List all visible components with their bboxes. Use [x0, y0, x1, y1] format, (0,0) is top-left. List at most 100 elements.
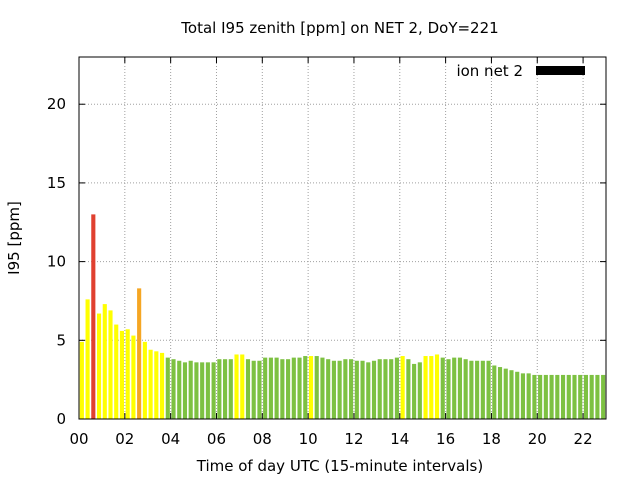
- bar: [200, 362, 205, 419]
- y-tick-label: 15: [47, 174, 66, 192]
- bar: [142, 341, 147, 419]
- x-tick-labels: 00 02 04 06 08 10 12 14 16 18 20 22: [69, 430, 592, 448]
- bar: [492, 365, 497, 419]
- bar: [245, 359, 251, 419]
- x-tick-label: 00: [69, 430, 88, 448]
- x-tick-label: 12: [344, 430, 363, 448]
- bar: [217, 359, 222, 419]
- bar: [583, 374, 589, 419]
- bar: [320, 357, 325, 419]
- bar: [446, 359, 451, 419]
- bar: [263, 357, 268, 419]
- x-tick-label: 14: [390, 430, 409, 448]
- bar: [114, 324, 119, 419]
- bar: [601, 374, 606, 419]
- bar: [532, 374, 537, 419]
- bar: [211, 362, 216, 419]
- bar: [526, 373, 531, 419]
- bar: [354, 360, 359, 419]
- bar: [497, 367, 503, 419]
- bar: [223, 359, 228, 419]
- bar: [234, 354, 239, 419]
- x-tick-label: 20: [528, 430, 547, 448]
- bar: [171, 359, 176, 419]
- x-tick-label: 16: [436, 430, 455, 448]
- bar: [429, 356, 434, 419]
- bar: [251, 360, 256, 419]
- legend-label: ion net 2: [456, 62, 523, 80]
- bar: [119, 330, 125, 419]
- bar: [589, 374, 594, 419]
- bar: [154, 351, 159, 419]
- bar: [560, 374, 566, 419]
- y-tick-label: 0: [56, 410, 66, 428]
- x-tick-label: 10: [299, 430, 318, 448]
- x-tick-label: 04: [161, 430, 180, 448]
- bar: [85, 299, 90, 419]
- bar: [457, 357, 462, 419]
- bar: [595, 374, 600, 419]
- x-tick-label: 02: [115, 430, 134, 448]
- bar: [337, 360, 342, 419]
- legend: ion net 2: [456, 62, 585, 80]
- y-axis-label: I95 [ppm]: [5, 201, 23, 275]
- bar: [417, 362, 422, 419]
- bar: [303, 356, 308, 419]
- bar: [102, 304, 107, 419]
- bar: [349, 359, 354, 419]
- bar: [314, 356, 319, 419]
- plot-frame: [78, 56, 607, 420]
- bar: [475, 360, 480, 419]
- bar: [400, 356, 405, 419]
- bar: [434, 354, 440, 419]
- bar: [79, 341, 84, 419]
- bar: [578, 374, 583, 419]
- bar: [371, 360, 377, 419]
- bar: [538, 374, 543, 419]
- bar: [125, 329, 130, 419]
- bar: [297, 357, 302, 419]
- bar: [515, 371, 520, 419]
- x-tick-label: 18: [482, 430, 501, 448]
- chart-title: Total I95 zenith [ppm] on NET 2, DoY=221: [180, 19, 498, 37]
- bar: [194, 362, 199, 419]
- bar: [159, 352, 165, 419]
- bar: [308, 356, 314, 419]
- y-tick-labels: 0 5 10 15 20: [47, 95, 66, 428]
- bar: [96, 313, 102, 419]
- bar: [257, 360, 262, 419]
- bar: [205, 362, 210, 419]
- bar: [188, 360, 193, 419]
- bar-series: [79, 214, 606, 419]
- y-tick-label: 10: [47, 253, 66, 271]
- bar: [463, 359, 468, 419]
- bar: [137, 288, 142, 419]
- bar: [366, 362, 371, 419]
- bar: [91, 214, 96, 419]
- bar: [412, 363, 417, 419]
- bar: [469, 360, 474, 419]
- bar: [440, 357, 445, 419]
- x-axis-label: Time of day UTC (15-minute intervals): [196, 457, 483, 475]
- bar: [452, 357, 457, 419]
- bar: [291, 357, 296, 419]
- bar: [423, 356, 428, 419]
- bar: [228, 359, 233, 419]
- axis-ticks: [78, 57, 606, 420]
- bar: [165, 357, 170, 419]
- bar: [268, 357, 273, 419]
- bar: [177, 360, 182, 419]
- bar: [520, 373, 526, 419]
- x-tick-label: 08: [253, 430, 272, 448]
- bar: [480, 360, 485, 419]
- bar: [394, 357, 399, 419]
- bar: [286, 359, 291, 419]
- legend-swatch: [536, 66, 585, 75]
- x-tick-label: 06: [207, 430, 226, 448]
- bar: [280, 359, 285, 419]
- bar: [503, 368, 508, 419]
- bar: [543, 374, 548, 419]
- bar: [274, 357, 279, 419]
- bar: [108, 310, 113, 419]
